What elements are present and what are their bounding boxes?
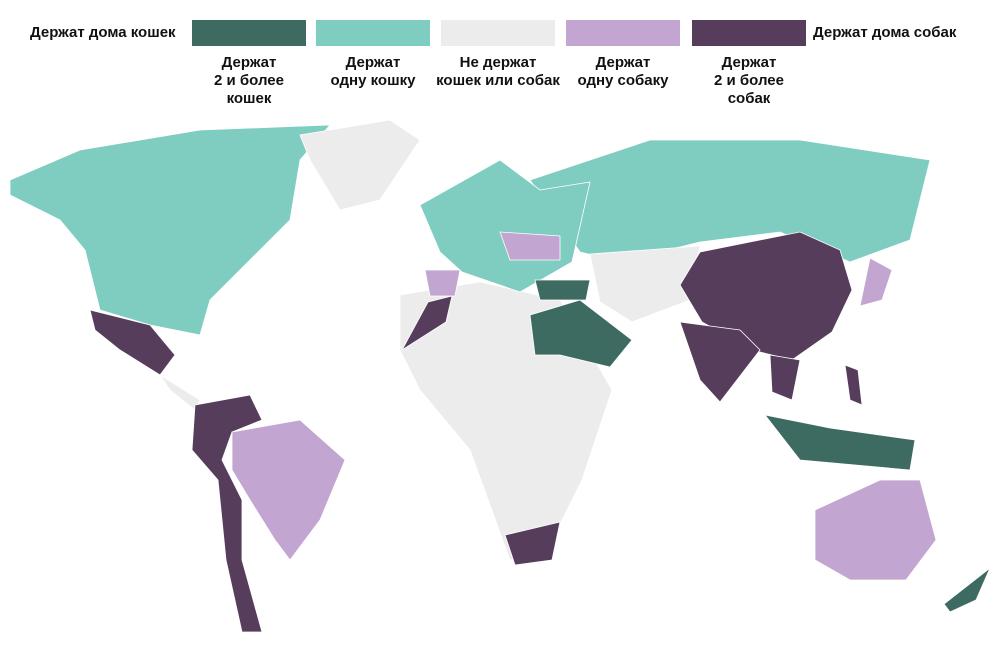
indonesia bbox=[764, 414, 916, 471]
legend-label: Не держат кошек или собак bbox=[436, 54, 560, 89]
central-asia bbox=[589, 245, 701, 323]
legend-swatch bbox=[316, 20, 430, 46]
spain bbox=[424, 269, 461, 297]
dogs-title: Держат дома собак bbox=[813, 24, 957, 41]
turkey bbox=[534, 279, 591, 301]
russia bbox=[529, 139, 931, 263]
south-africa bbox=[504, 521, 561, 566]
greenland bbox=[299, 119, 421, 211]
legend-label: Держат 2 и более кошек bbox=[214, 54, 284, 107]
legend-swatch bbox=[441, 20, 555, 46]
legend-label: Держат одну кошку bbox=[330, 54, 416, 89]
new-zealand bbox=[943, 567, 991, 613]
legend-label: Держат одну собаку bbox=[577, 54, 669, 89]
legend-label: Держат 2 и более собак bbox=[714, 54, 784, 107]
australia bbox=[814, 479, 937, 581]
west-south-america bbox=[191, 394, 263, 633]
brazil bbox=[231, 419, 346, 561]
philippines bbox=[844, 364, 863, 406]
legend-swatch bbox=[692, 20, 806, 46]
eastern-europe bbox=[499, 231, 561, 261]
india bbox=[679, 321, 761, 403]
japan bbox=[859, 257, 893, 307]
legend-swatch bbox=[566, 20, 680, 46]
cats-title: Держат дома кошек bbox=[30, 24, 176, 41]
southeast-asia bbox=[769, 354, 801, 401]
legend-swatch bbox=[192, 20, 306, 46]
central-america bbox=[159, 374, 201, 411]
north-america bbox=[9, 124, 331, 336]
